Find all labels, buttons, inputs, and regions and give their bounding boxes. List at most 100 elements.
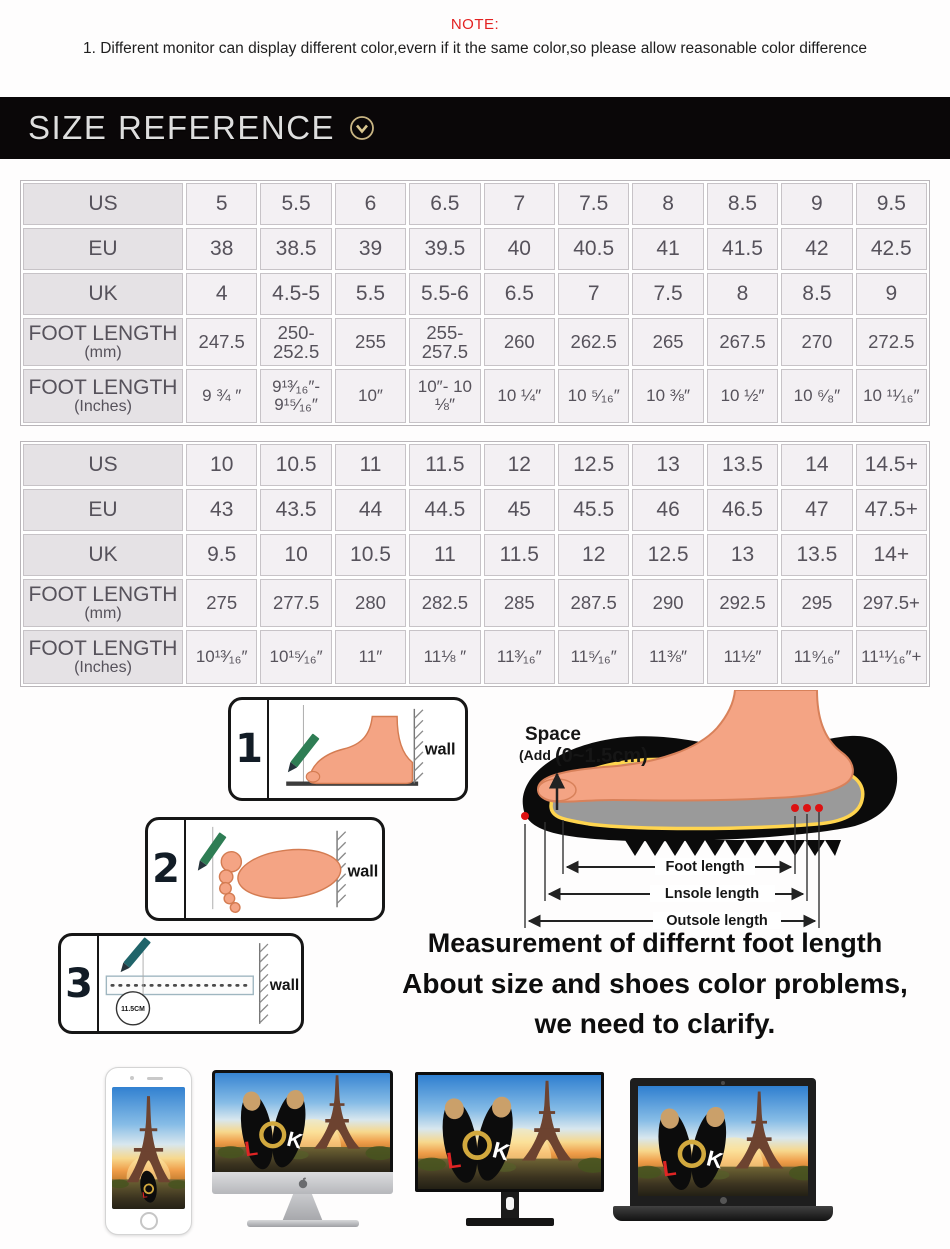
size-row-header: EU (23, 489, 183, 531)
measure-dots (521, 804, 823, 820)
size-cell: 9.5 (186, 534, 258, 576)
size-cell: 10 ¹¹⁄₁₆″ (855, 369, 927, 423)
monitor-stand-neck (500, 1192, 519, 1218)
size-cell: 287.5 (558, 579, 630, 627)
wall-hatch (259, 943, 269, 1024)
size-cell: 4.5-5 (260, 273, 332, 315)
size-row-header: FOOT LENGTH (Inches) (23, 369, 183, 423)
laptop-mockup (613, 1078, 833, 1228)
size-cell: 13.5 (706, 444, 779, 486)
size-cell: 4 (186, 273, 258, 315)
phone-speaker (146, 1077, 163, 1080)
size-row-header: EU (23, 228, 183, 270)
size-cell: 262.5 (558, 318, 630, 366)
wall-label: wall (347, 863, 379, 881)
size-cell: 12 (483, 444, 555, 486)
size-row-header: US (23, 444, 183, 486)
size-cell: 47.5+ (855, 489, 927, 531)
outsole-teeth (625, 840, 841, 856)
size-table-block-2: US 10 10.5 11 11.5 12 12.5 13 13.5 14 14.5+ EU 43 43.… (20, 441, 930, 687)
monitor-screen (415, 1072, 604, 1192)
size-row-header: FOOT LENGTH (mm) (23, 579, 183, 627)
size-cell: 11.5 (483, 534, 555, 576)
size-cell: 10.5 (260, 444, 332, 486)
size-cell: 11⁹⁄₁₆″ (781, 630, 853, 684)
size-cell: 13.5 (781, 534, 853, 576)
guide-lines (524, 812, 820, 928)
pencil-icon (287, 733, 320, 773)
size-cell: 9 (781, 183, 853, 225)
measure-step-3: 3 11.5CM wall (58, 933, 304, 1034)
size-cell: 11.5 (409, 444, 481, 486)
measure-step-2: 2 (145, 817, 385, 921)
size-cell: 7.5 (558, 183, 630, 225)
step-number: 3 (61, 936, 99, 1031)
note-heading: NOTE: (450, 16, 500, 33)
size-cell: 14+ (855, 534, 927, 576)
size-cell: 7 (558, 273, 630, 315)
size-cell: 11⅜″ (632, 630, 704, 684)
size-cell: 275 (186, 579, 258, 627)
footprint (218, 848, 342, 914)
size-row-header: FOOT LENGTH (Inches) (23, 630, 183, 684)
size-cell: 11¹¹⁄₁₆″+ (855, 630, 927, 684)
foot-length-diagram: Foot length Lnsole length Outsole length… (505, 689, 950, 940)
chevron-down-circle-icon[interactable] (349, 115, 375, 141)
phone-mockup (105, 1067, 192, 1235)
imac-chin (212, 1172, 393, 1194)
imac-stand-neck (282, 1194, 323, 1220)
pencil-icon (197, 832, 227, 871)
size-cell: 42 (781, 228, 853, 270)
size-cell: 11″ (334, 630, 407, 684)
size-cell: 10″- 10 ⅛″ (409, 369, 481, 423)
laptop-logo-dot (720, 1197, 727, 1204)
ruler-length-label: 11.5CM (121, 1006, 145, 1013)
size-cell: 38.5 (260, 228, 332, 270)
shoes-eiffel-scene (112, 1087, 185, 1209)
size-cell: 265 (632, 318, 704, 366)
size-row-header: FOOT LENGTH (mm) (23, 318, 183, 366)
headline-clarify: we need to clarify. (534, 1008, 776, 1039)
apple-logo-icon (298, 1177, 307, 1189)
size-cell: 272.5 (855, 318, 927, 366)
size-cell: 45 (483, 489, 555, 531)
size-cell: 9.5 (855, 183, 927, 225)
size-reference-banner: SIZE REFERENCE (0, 97, 950, 159)
size-cell: 11 (334, 444, 407, 486)
size-cell: 41 (632, 228, 704, 270)
foot-length-label: Foot length (666, 859, 745, 875)
laptop-base (613, 1206, 833, 1221)
size-cell: 5.5-6 (409, 273, 481, 315)
size-cell: 292.5 (706, 579, 779, 627)
size-cell: 12.5 (558, 444, 630, 486)
size-cell: 285 (483, 579, 555, 627)
wall-label: wall (424, 741, 456, 759)
size-cell: 44 (334, 489, 407, 531)
imac-screen (212, 1070, 393, 1172)
size-cell: 9 ¾ ″ (186, 369, 258, 423)
size-cell: 10 ¼″ (483, 369, 555, 423)
ruler-measure-illustration: 11.5CM wall (105, 937, 299, 1026)
size-cell: 46.5 (706, 489, 779, 531)
size-cell: 9 (855, 273, 927, 315)
size-cell: 46 (632, 489, 704, 531)
phone-screen (112, 1087, 185, 1209)
monitor-mockup (415, 1072, 604, 1230)
size-cell: 12.5 (632, 534, 704, 576)
size-cell: 42.5 (855, 228, 927, 270)
size-cell: 295 (781, 579, 853, 627)
shoes-eiffel-scene (638, 1086, 808, 1196)
size-cell: 290 (632, 579, 704, 627)
space-range-label: (0~1.5cm) (555, 745, 648, 767)
size-cell: 8 (632, 183, 704, 225)
add-label: (Add (519, 747, 551, 763)
size-cell: 8 (706, 273, 779, 315)
phone-home-button (139, 1212, 158, 1230)
size-cell: 14 (781, 444, 853, 486)
foot-side (308, 715, 414, 785)
headline-block: Measurement of differnt foot length Abou… (385, 928, 925, 1040)
size-cell: 5.5 (334, 273, 407, 315)
size-cell: 10 ⁶⁄₈″ (781, 369, 853, 423)
size-cell: 11⅛ ″ (409, 630, 481, 684)
size-cell: 44.5 (409, 489, 481, 531)
